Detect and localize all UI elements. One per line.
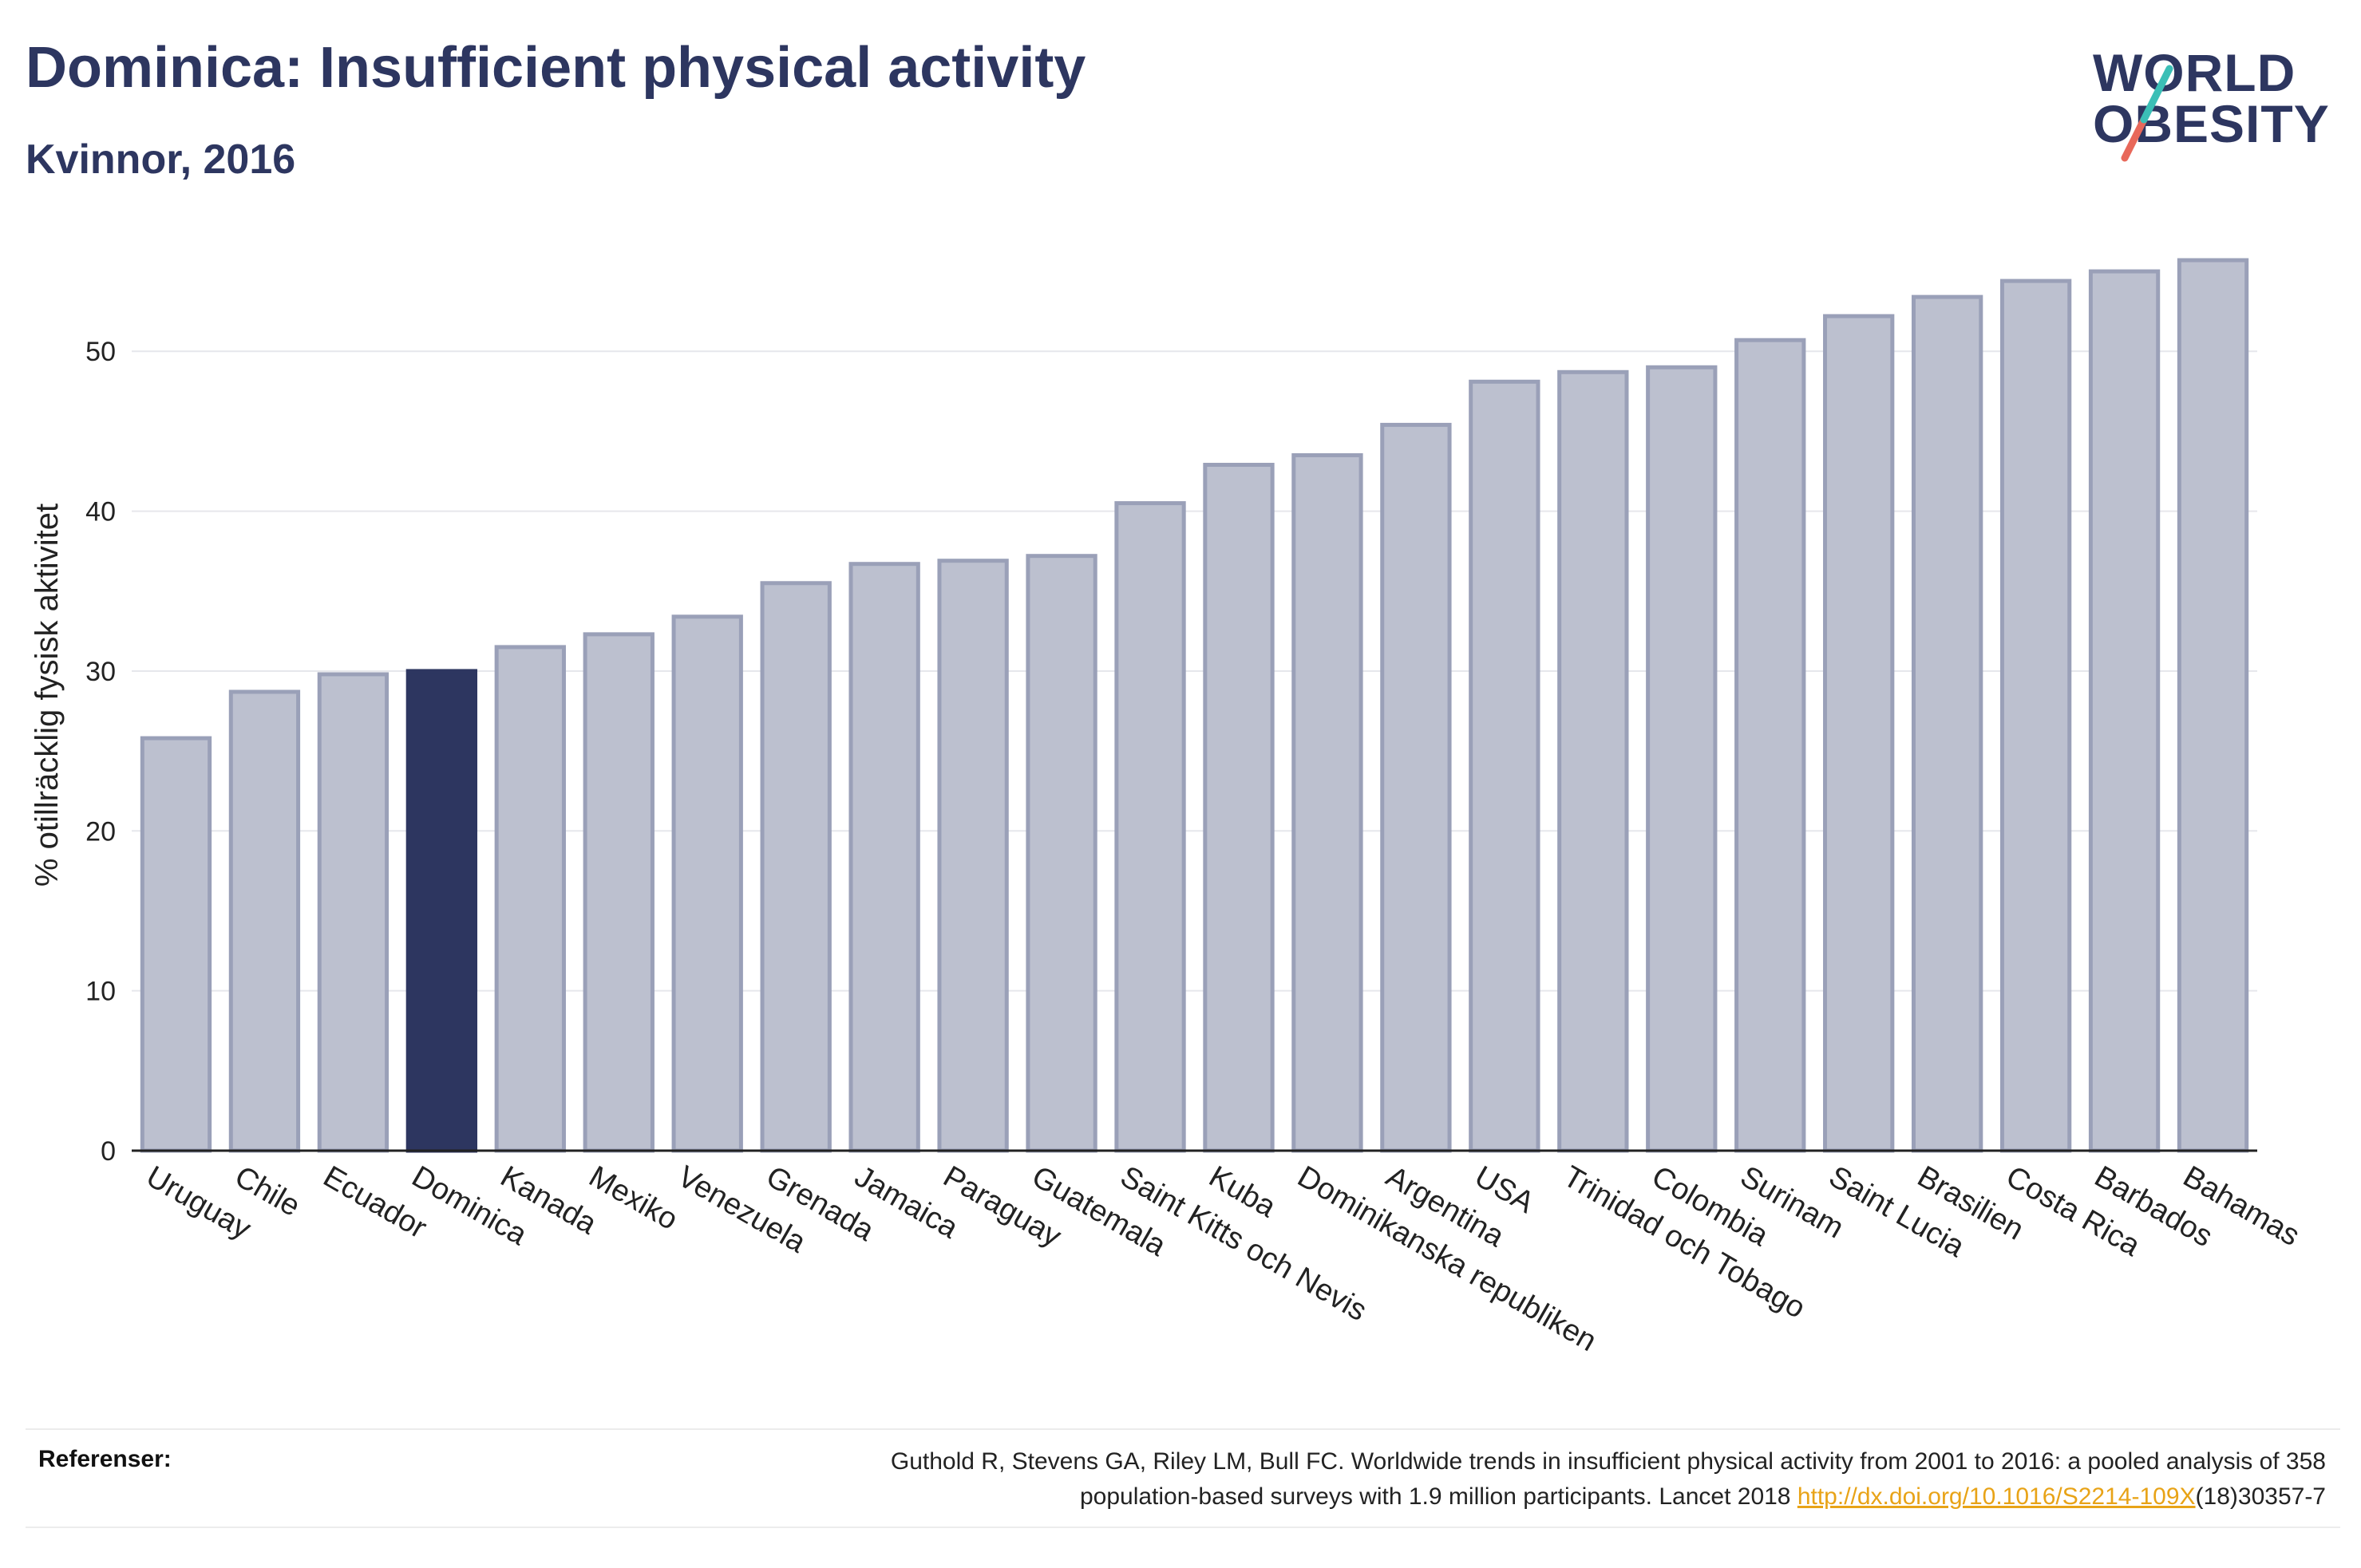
reference-line-2-end: (18)30357-7: [2195, 1483, 2326, 1510]
bar-trinidad-och-tobago: [1557, 369, 1629, 1153]
bar-uruguay: [140, 736, 212, 1153]
bar-costa-rica: [1999, 278, 2072, 1153]
bar-dominica: [405, 669, 478, 1153]
bar-colombia: [1646, 365, 1718, 1153]
reference-line-2-start: population-based surveys with 1.9 millio…: [1079, 1483, 1797, 1510]
bar-venezuela: [671, 614, 743, 1153]
reference-doi-link[interactable]: http://dx.doi.org/10.1016/S2214-109X: [1797, 1483, 2196, 1510]
world-obesity-logo: WORLD OBESITY: [2083, 32, 2347, 168]
bar-bahamas: [2177, 258, 2249, 1153]
bar-surinam: [1734, 338, 1806, 1153]
bar-ecuador: [317, 672, 390, 1153]
bar-chile: [228, 689, 301, 1153]
bar-saint-lucia: [1823, 314, 1895, 1153]
bar-saint-kitts-och-nevis: [1114, 501, 1186, 1153]
bar-usa: [1469, 379, 1540, 1153]
references-text: Guthold R, Stevens GA, Riley LM, Bull FC…: [410, 1444, 2326, 1515]
bar-paraguay: [937, 559, 1009, 1153]
bar-grenada: [760, 581, 832, 1153]
y-tick-label: 50: [85, 337, 116, 367]
bar-dominikanska-republiken: [1291, 452, 1363, 1153]
y-tick-label: 30: [85, 657, 116, 687]
bar-jamaica: [848, 562, 920, 1153]
bar-barbados: [2088, 269, 2161, 1153]
references-label: Referenser:: [38, 1446, 172, 1472]
reference-line-1: Guthold R, Stevens GA, Riley LM, Bull FC…: [890, 1448, 2326, 1475]
logo-word-world: WORLD: [2093, 43, 2296, 102]
bar-argentina: [1380, 422, 1452, 1153]
bar-guatemala: [1026, 554, 1097, 1153]
bar-kuba: [1203, 462, 1275, 1153]
chart-subtitle: Kvinnor, 2016: [26, 136, 296, 183]
y-tick-label: 20: [85, 816, 116, 847]
y-tick-label: 0: [101, 1136, 116, 1167]
x-tick-label: Mexiko: [583, 1159, 683, 1237]
bar-mexiko: [583, 632, 655, 1153]
bar-brasilien: [1911, 294, 1983, 1153]
y-tick-label: 40: [85, 497, 116, 527]
y-axis-label: % otillräcklig fysisk aktivitet: [30, 504, 65, 887]
footer-bottom-divider: [26, 1527, 2340, 1528]
reference-line-2: population-based surveys with 1.9 millio…: [410, 1479, 2326, 1515]
bar-chart: 0 10 20 30 40 50 % otillräcklig fysisk aktivit…: [30, 258, 2305, 1358]
footer-top-divider: [26, 1428, 2340, 1430]
logo-slash-icon: [2121, 65, 2173, 162]
chart-title: Dominica: Insufficient physical activity: [26, 36, 1086, 100]
y-tick-label: 10: [85, 977, 116, 1007]
bar-kanada: [494, 645, 566, 1153]
